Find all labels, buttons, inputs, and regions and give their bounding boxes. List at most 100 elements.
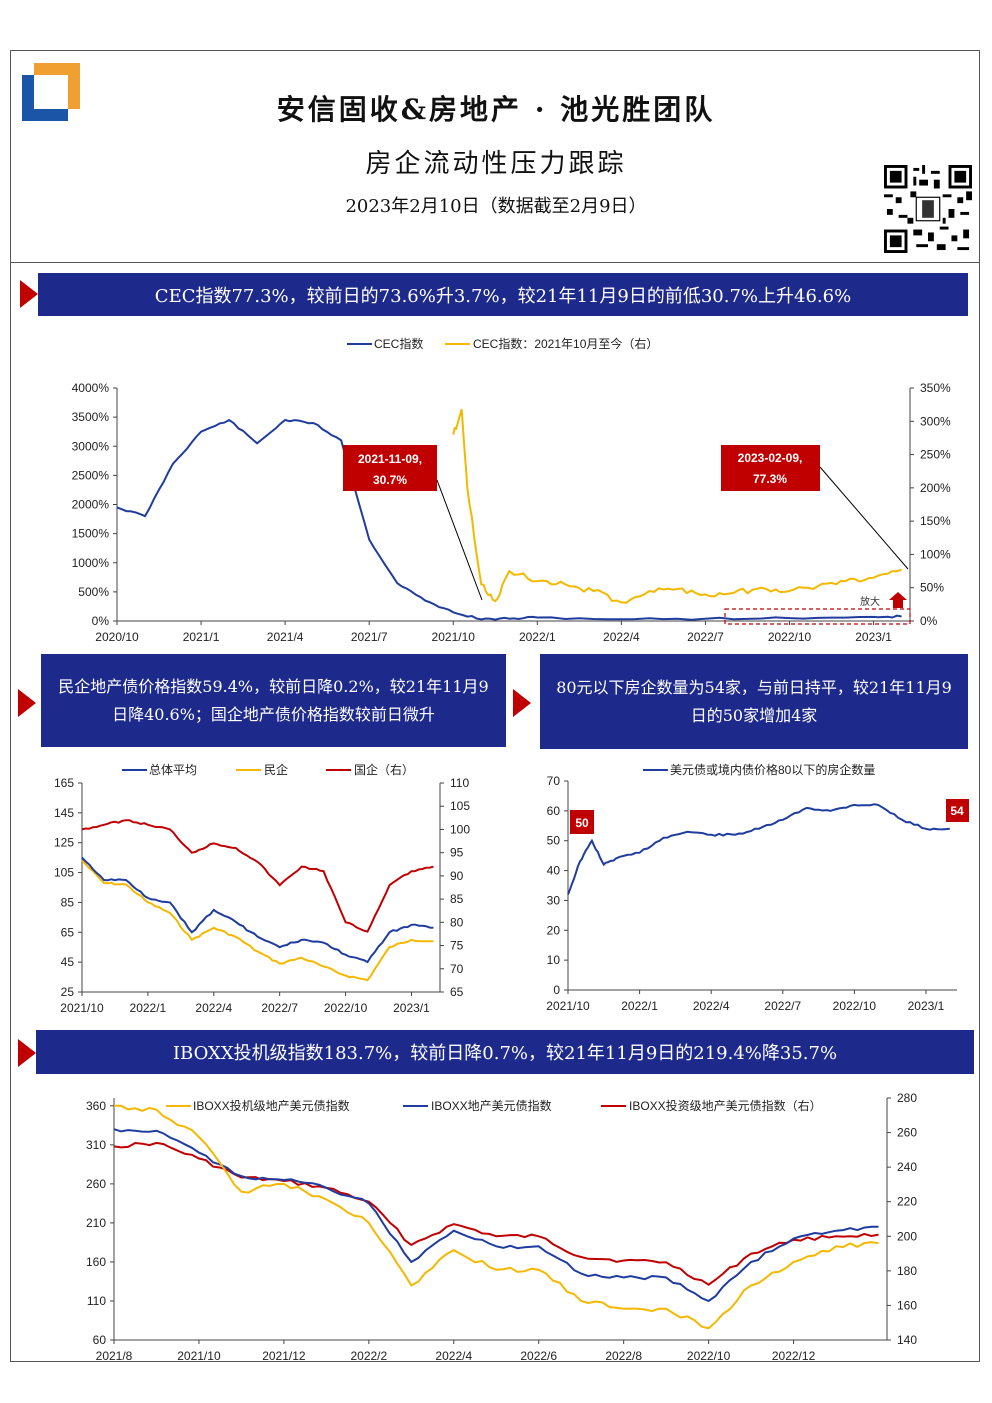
y-tick-label: 260 xyxy=(86,1177,106,1191)
y-tick-label: 360 xyxy=(86,1099,106,1113)
x-tick-label: 2022/4 xyxy=(195,1001,232,1015)
page-frame xyxy=(10,50,980,1362)
qr-code-icon[interactable] xyxy=(883,165,973,253)
banner-below80: 80元以下房企数量为54家，与前日持平，较21年11月9日的50家增加4家 xyxy=(540,654,968,749)
y-tick-label: 70 xyxy=(547,774,561,788)
y-tick-label: 45 xyxy=(61,955,75,969)
x-tick-label: 2022/8 xyxy=(605,1349,642,1363)
x-tick-label: 2022/10 xyxy=(324,1001,368,1015)
legend-hy: IBOXX投机级地产美元债指数 xyxy=(193,1098,350,1113)
series-line-soe xyxy=(81,819,434,933)
y2-tick-label: 65 xyxy=(450,985,464,999)
x-tick-label: 2022/2 xyxy=(350,1349,387,1363)
y-tick-label: 60 xyxy=(547,804,561,818)
x-tick-label: 2021/10 xyxy=(60,1001,104,1015)
banner-iboxx: IBOXX投机级指数183.7%，较前日降0.7%，较21年11月9日的219.… xyxy=(36,1030,974,1074)
x-tick-label: 2021/8 xyxy=(96,1349,133,1363)
y-tick-label: 145 xyxy=(54,806,74,820)
y-tick-label: 2000% xyxy=(72,498,110,512)
y-tick-label: 165 xyxy=(54,776,74,790)
legend-cec: CEC指数 xyxy=(374,336,423,351)
y2-tick-label: 200 xyxy=(897,1229,917,1243)
x-tick-label: 2020/10 xyxy=(95,630,139,644)
label-box-start xyxy=(570,810,594,834)
zoom-label: 放大 xyxy=(860,595,880,608)
y-tick-label: 65 xyxy=(61,925,75,939)
section-arrow-icon xyxy=(18,689,36,717)
x-tick-label: 2021/12 xyxy=(262,1349,306,1363)
y-tick-label: 25 xyxy=(61,985,75,999)
y-tick-label: 125 xyxy=(54,836,74,850)
y2-tick-label: 80 xyxy=(450,915,464,929)
report-date: 2023年2月10日（数据截至2月9日） xyxy=(345,196,647,217)
y2-tick-label: 220 xyxy=(897,1195,917,1209)
y-tick-label: 40 xyxy=(547,864,561,878)
legend: 美元债或境内债价格80以下的房企数量 xyxy=(643,762,875,777)
legend-cec-since: CEC指数：2021年10月至今（右） xyxy=(473,336,658,351)
x-tick-label: 2022/4 xyxy=(603,630,640,644)
y-tick-label: 3500% xyxy=(72,410,110,424)
y2-tick-label: 75 xyxy=(450,939,464,953)
x-tick-label: 2021/1 xyxy=(183,630,220,644)
y2-tick-label: 250% xyxy=(920,448,951,462)
y-tick-label: 160 xyxy=(86,1255,106,1269)
x-tick-label: 2022/12 xyxy=(772,1349,816,1363)
x-tick-label: 2021/10 xyxy=(432,630,476,644)
y2-tick-label: 105 xyxy=(450,799,470,813)
legend: CEC指数 CEC指数：2021年10月至今（右） xyxy=(347,336,658,351)
annotation-box-low xyxy=(343,445,437,491)
y2-tick-label: 160 xyxy=(897,1298,917,1312)
y2-tick-label: 100 xyxy=(450,822,470,836)
y-tick-label: 500% xyxy=(78,585,109,599)
x-tick-label: 2022/10 xyxy=(833,999,877,1013)
legend: 总体平均 民企 国企（右） xyxy=(122,762,414,777)
x-tick-label: 2021/4 xyxy=(267,630,304,644)
y-tick-label: 310 xyxy=(86,1138,106,1152)
y-tick-label: 3000% xyxy=(72,439,110,453)
y-tick-label: 2500% xyxy=(72,468,110,482)
y-tick-label: 210 xyxy=(86,1216,106,1230)
y2-tick-label: 300% xyxy=(920,414,951,428)
series-line-count xyxy=(567,803,950,895)
y2-tick-label: 70 xyxy=(450,962,464,976)
y-tick-label: 1000% xyxy=(72,556,110,570)
x-tick-label: 2022/10 xyxy=(687,1349,731,1363)
x-tick-label: 2021/10 xyxy=(177,1349,221,1363)
y-tick-label: 0% xyxy=(92,614,110,628)
y2-tick-label: 100% xyxy=(920,547,951,561)
y2-tick-label: 240 xyxy=(897,1160,917,1174)
x-tick-label: 2023/1 xyxy=(393,1001,430,1015)
zoom-box xyxy=(724,608,911,625)
label-start: 50 xyxy=(575,816,589,830)
annotation-low-value: 30.7% xyxy=(373,473,407,487)
legend: IBOXX投机级地产美元债指数 IBOXX地产美元债指数 IBOXX投资级地产美… xyxy=(166,1098,822,1113)
y2-tick-label: 110 xyxy=(450,776,469,790)
y2-tick-label: 180 xyxy=(897,1264,917,1278)
y-tick-label: 105 xyxy=(54,866,74,880)
legend-all: IBOXX地产美元债指数 xyxy=(431,1098,552,1113)
y-tick-label: 4000% xyxy=(72,381,110,395)
y2-tick-label: 0% xyxy=(920,614,938,628)
y-tick-label: 0 xyxy=(553,983,560,997)
x-tick-label: 2023/1 xyxy=(908,999,945,1013)
banner-cec: CEC指数77.3%，较前日的73.6%升3.7%，较21年11月9日的前低30… xyxy=(38,273,968,316)
annotation-leader xyxy=(819,466,909,570)
y-tick-label: 110 xyxy=(87,1294,106,1308)
y-tick-label: 1500% xyxy=(72,527,110,541)
y2-tick-label: 95 xyxy=(450,846,464,860)
x-tick-label: 2022/1 xyxy=(621,999,658,1013)
series-line-cec-since-2021-10 xyxy=(452,409,902,604)
x-tick-label: 2022/7 xyxy=(687,630,724,644)
annotation-leader xyxy=(436,479,483,601)
x-tick-label: 2022/6 xyxy=(520,1349,557,1363)
annotation-latest-value: 77.3% xyxy=(753,472,787,486)
x-tick-label: 2022/4 xyxy=(693,999,730,1013)
x-tick-label: 2022/1 xyxy=(519,630,556,644)
legend-count: 美元债或境内债价格80以下的房企数量 xyxy=(670,762,875,777)
label-end: 54 xyxy=(950,804,964,818)
y-tick-label: 60 xyxy=(93,1333,107,1347)
